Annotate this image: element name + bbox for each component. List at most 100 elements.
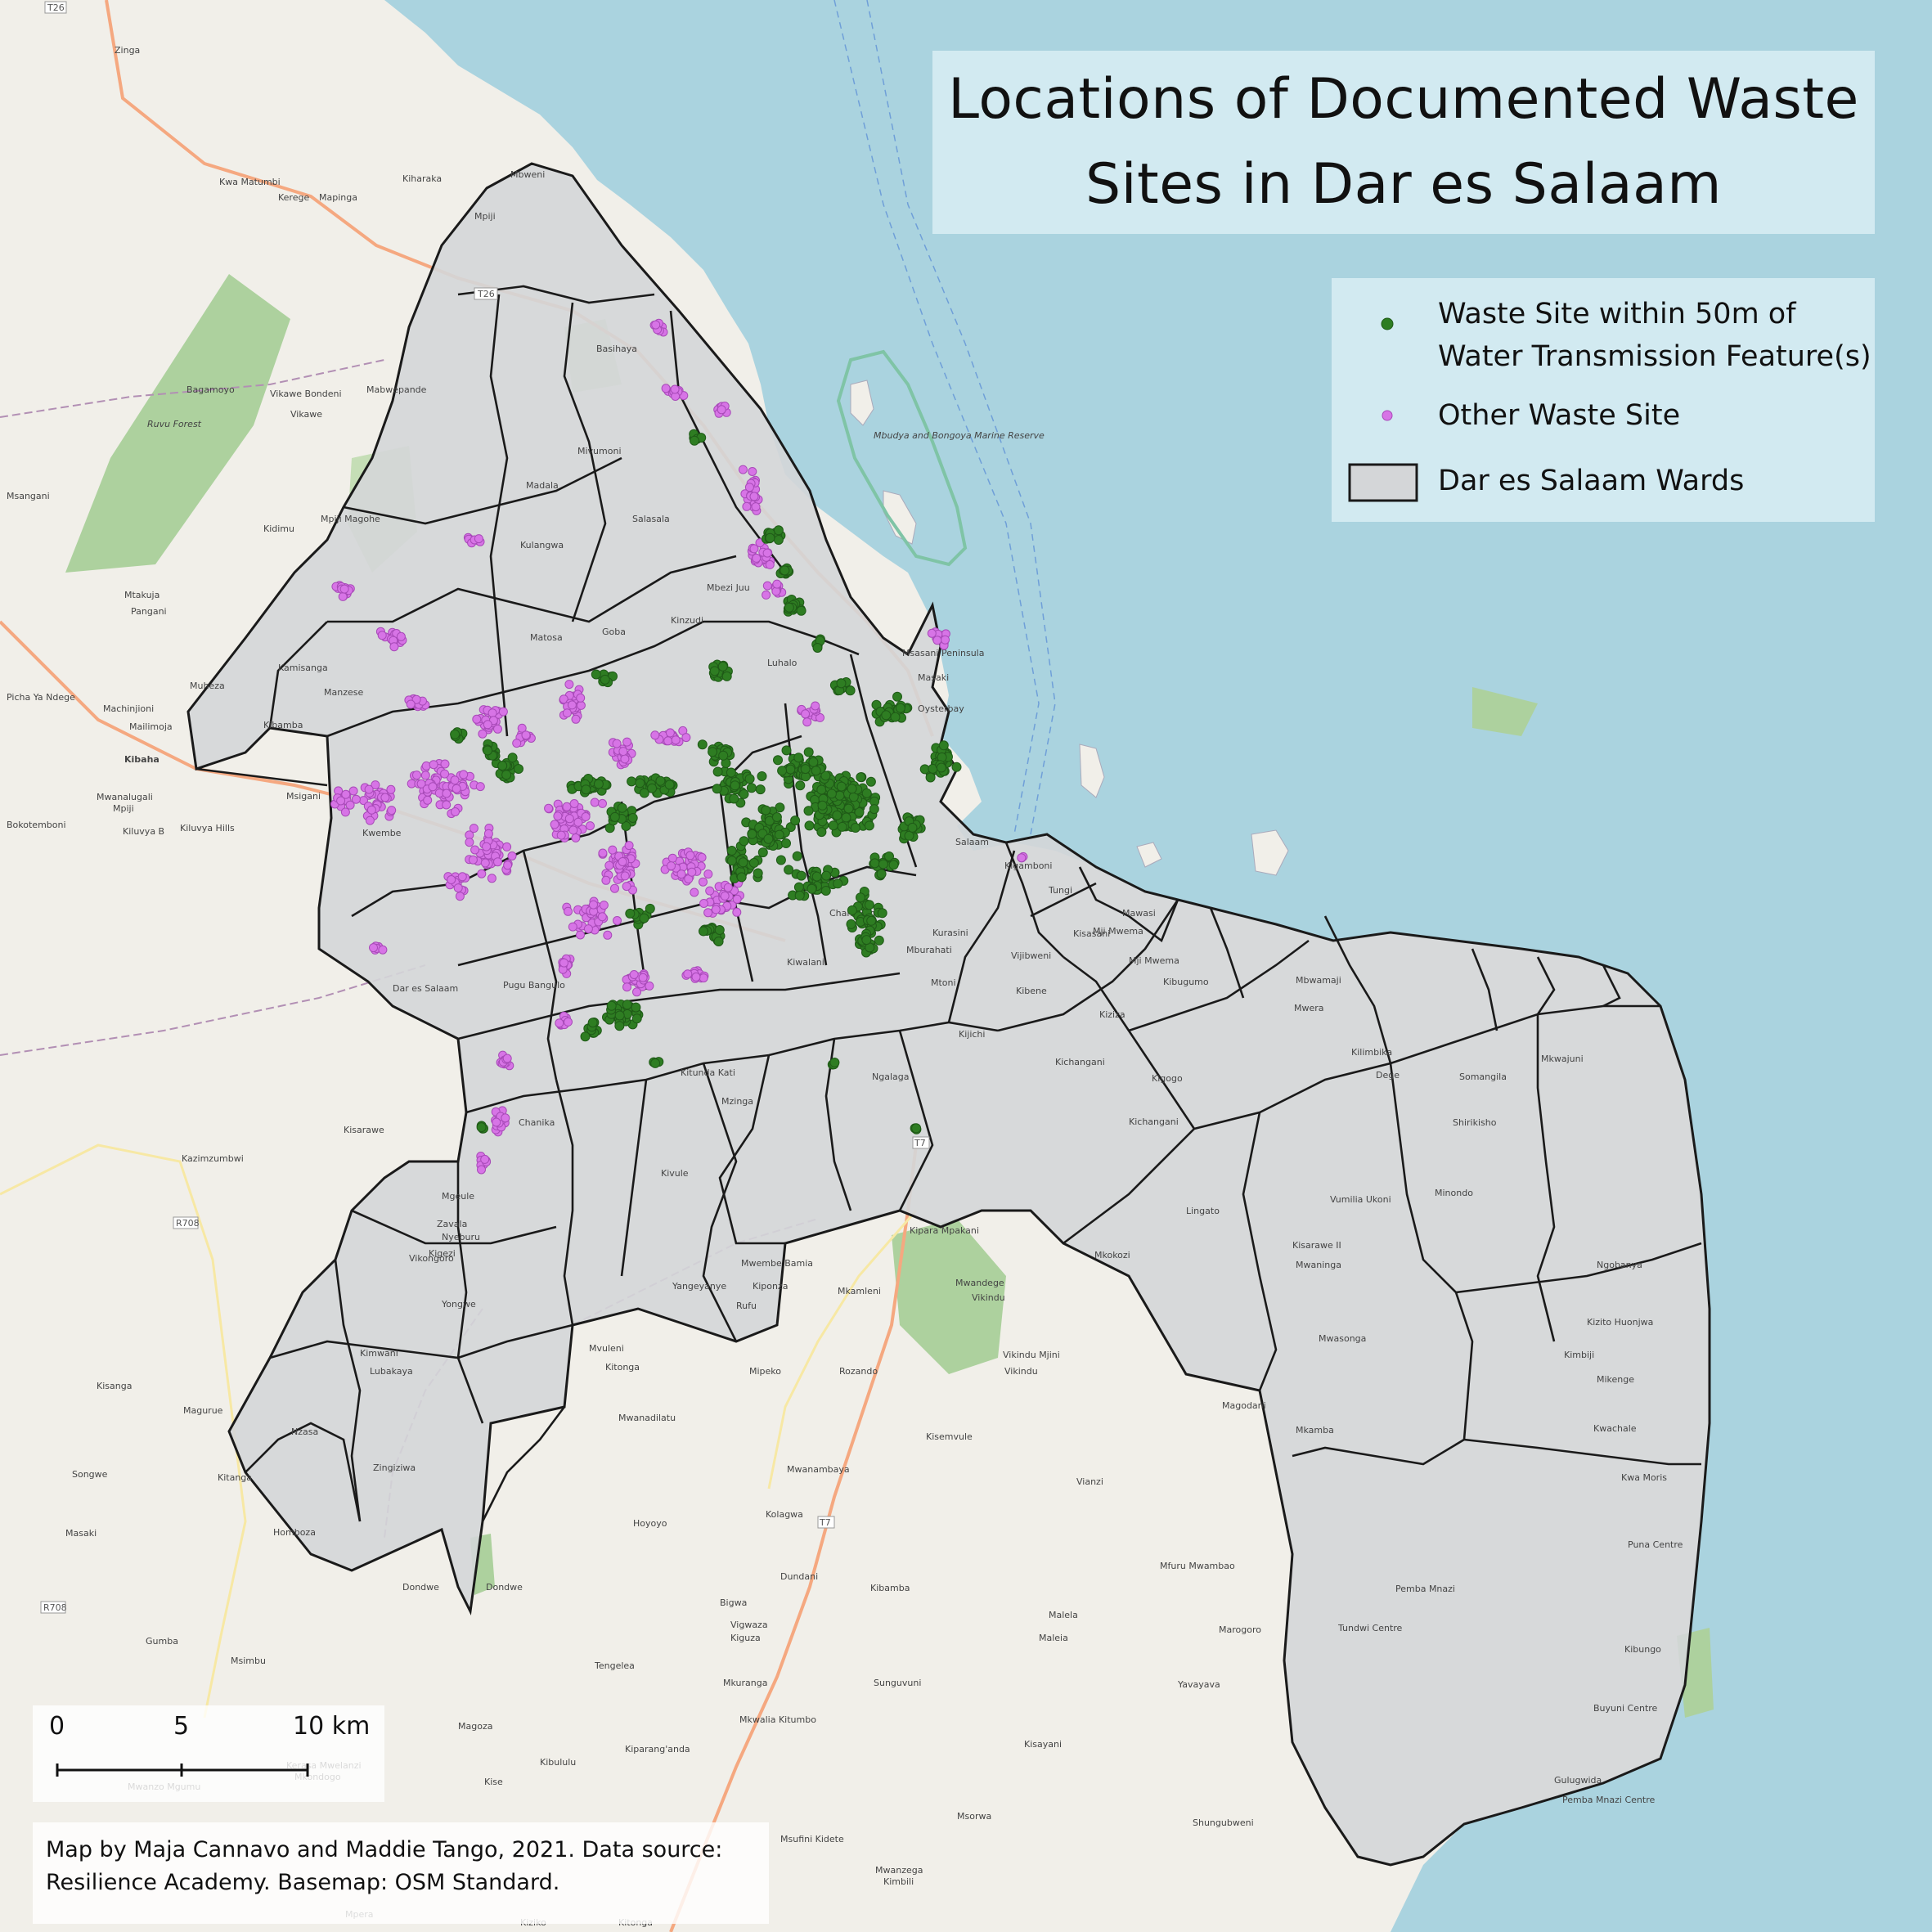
place-label: Dar es Salaam bbox=[393, 983, 458, 994]
other-waste-site-point bbox=[564, 680, 574, 690]
water-adjacent-waste-site-point bbox=[869, 858, 880, 869]
other-waste-sites-layer bbox=[330, 318, 1028, 1175]
other-waste-site-point bbox=[703, 908, 713, 918]
other-waste-site-point bbox=[521, 730, 531, 740]
other-waste-site-point bbox=[576, 930, 585, 940]
other-waste-site-point bbox=[723, 883, 733, 892]
primary-road bbox=[669, 1144, 918, 1932]
other-waste-site-point bbox=[683, 969, 693, 979]
water-adjacent-waste-site-point bbox=[757, 847, 768, 858]
place-label: Muheza bbox=[190, 681, 225, 691]
water-adjacent-waste-site-point bbox=[925, 772, 936, 783]
water-adjacent-waste-site-point bbox=[793, 882, 804, 892]
water-adjacent-waste-site-point bbox=[717, 661, 728, 672]
place-label: Msorwa bbox=[957, 1811, 991, 1822]
other-waste-site-point bbox=[478, 729, 487, 739]
other-waste-site-point bbox=[498, 707, 508, 717]
other-waste-site-point bbox=[576, 693, 586, 703]
other-waste-site-point bbox=[802, 717, 812, 727]
other-waste-site-point bbox=[501, 1113, 510, 1123]
place-label: Mpiji Magohe bbox=[321, 514, 380, 524]
water-adjacent-waste-site-point bbox=[713, 937, 724, 946]
water-adjacent-waste-site-point bbox=[866, 915, 877, 926]
place-label: Kivule bbox=[661, 1168, 689, 1179]
place-label: Mkokozi bbox=[1094, 1250, 1130, 1260]
water-adjacent-waste-site-point bbox=[843, 803, 854, 814]
other-waste-site-point bbox=[406, 699, 416, 709]
other-waste-site-point bbox=[749, 492, 759, 501]
island bbox=[850, 380, 874, 426]
water-adjacent-waste-site-point bbox=[794, 890, 805, 901]
other-waste-site-point bbox=[589, 900, 598, 910]
other-waste-site-point bbox=[765, 559, 775, 569]
place-label: Mwasonga bbox=[1319, 1333, 1366, 1344]
other-waste-site-point bbox=[811, 701, 820, 711]
water-adjacent-waste-site-point bbox=[803, 806, 814, 816]
place-label: Magodani bbox=[1222, 1400, 1266, 1411]
water-adjacent-waste-site-point bbox=[721, 671, 732, 681]
place-label: Kinzudi bbox=[671, 615, 703, 626]
place-label: Kulangwa bbox=[520, 540, 564, 550]
water-adjacent-waste-site-point bbox=[625, 908, 636, 919]
place-label: Kisarawe II bbox=[1292, 1240, 1341, 1251]
water-adjacent-waste-site-point bbox=[773, 525, 784, 536]
road-labels: T26 T26 R708 R708 T7 T7 bbox=[40, 1, 930, 1614]
water-adjacent-waste-site-point bbox=[507, 753, 518, 763]
place-label: Mwanambaya bbox=[787, 1464, 850, 1475]
other-waste-site-point bbox=[599, 901, 609, 910]
other-waste-site-point bbox=[650, 730, 660, 740]
place-label: Yangeyanye bbox=[672, 1281, 726, 1292]
place-label: Bagamoyo bbox=[186, 384, 235, 395]
place-label: Kolagwa bbox=[766, 1509, 803, 1520]
other-waste-site-point bbox=[732, 894, 742, 904]
other-waste-site-point bbox=[483, 720, 492, 730]
other-waste-site-point bbox=[762, 590, 771, 600]
legend-ward-polygon-icon bbox=[1348, 463, 1418, 502]
water-adjacent-waste-site-point bbox=[645, 903, 655, 914]
other-waste-site-point bbox=[377, 631, 387, 640]
other-waste-site-point bbox=[469, 824, 479, 833]
place-label: Mabwepande bbox=[366, 384, 427, 395]
place-label: Dondwe bbox=[486, 1582, 523, 1593]
place-label: Mwanzega bbox=[875, 1865, 923, 1876]
other-waste-site-point bbox=[622, 982, 631, 992]
place-label: Msimbu bbox=[231, 1656, 266, 1666]
place-label: Mkuranga bbox=[723, 1678, 767, 1688]
place-label: Pemba Mnazi Centre bbox=[1562, 1795, 1655, 1805]
place-label: Salaam bbox=[955, 837, 989, 847]
water-adjacent-waste-site-point bbox=[771, 812, 782, 822]
other-waste-site-point bbox=[711, 905, 721, 914]
water-adjacent-waste-site-point bbox=[836, 781, 847, 792]
water-adjacent-waste-site-point bbox=[878, 859, 888, 869]
place-label: Kerege bbox=[278, 192, 309, 203]
other-waste-site-point bbox=[339, 584, 349, 594]
place-label: Kibaha bbox=[124, 754, 160, 765]
legend-label: Other Waste Site bbox=[1438, 399, 1681, 432]
place-label: Vumilia Ukoni bbox=[1330, 1194, 1391, 1205]
place-label: Kisasani bbox=[1073, 928, 1110, 939]
water-adjacent-waste-site-point bbox=[911, 1123, 922, 1134]
place-label: Mpiji bbox=[113, 803, 134, 814]
other-waste-site-point bbox=[762, 548, 772, 558]
place-label: Vikongoro bbox=[409, 1253, 454, 1264]
water-adjacent-waste-site-point bbox=[781, 745, 792, 756]
water-adjacent-waste-site-point bbox=[730, 780, 740, 791]
place-labels: Zinga Kwa Matumbi Kerege Mapinga Kiharak… bbox=[7, 45, 1683, 1928]
other-waste-site-point bbox=[345, 800, 355, 810]
place-label: Kiluvya B bbox=[123, 826, 164, 837]
other-waste-site-point bbox=[562, 802, 572, 811]
place-label: Mbudya and Bongoya Marine Reserve bbox=[874, 430, 1045, 441]
forest-area bbox=[65, 274, 290, 573]
shipping-lane bbox=[833, 0, 1040, 835]
water-adjacent-waste-site-point bbox=[777, 766, 788, 776]
ward-region-main bbox=[186, 162, 1711, 1867]
place-label: Bokotemboni bbox=[7, 820, 66, 830]
other-waste-site-point bbox=[470, 845, 480, 855]
water-adjacent-waste-site-point bbox=[690, 435, 699, 446]
water-adjacent-waste-site-point bbox=[726, 767, 736, 778]
place-label: Vigwaza bbox=[730, 1620, 768, 1630]
other-waste-site-point bbox=[651, 320, 661, 330]
place-label: Luhalo bbox=[767, 658, 798, 668]
place-label: Tungi bbox=[1048, 885, 1072, 896]
other-waste-site-point bbox=[412, 771, 421, 780]
